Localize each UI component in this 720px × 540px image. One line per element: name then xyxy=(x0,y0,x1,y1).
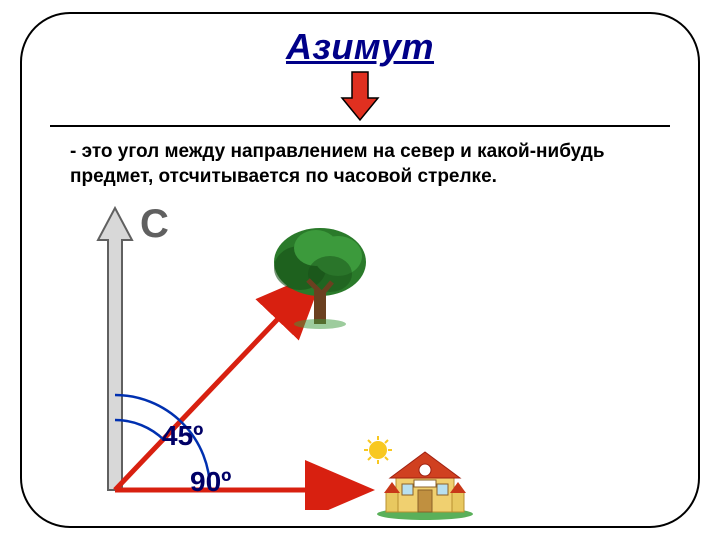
title: Азимут xyxy=(286,26,434,68)
definition-text: - это угол между направлением на север и… xyxy=(70,140,670,189)
tree-icon xyxy=(260,220,380,330)
north-label: С xyxy=(140,202,169,247)
north-arrow-icon xyxy=(98,208,132,490)
angle-90-label: 90º xyxy=(190,466,231,498)
house-icon xyxy=(360,436,480,520)
down-arrow-icon xyxy=(340,70,380,122)
angle-45-label: 45º xyxy=(162,420,203,452)
divider-line xyxy=(50,125,670,127)
azimuth-diagram: С 45º 90º xyxy=(80,200,560,510)
